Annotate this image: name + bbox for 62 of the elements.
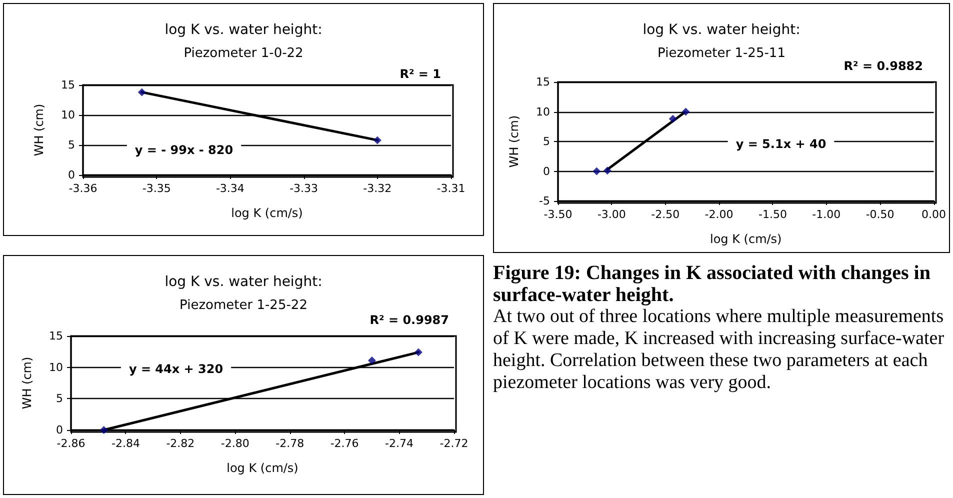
- text: Figure 19: Changes in K associated with changes in surface-water height.: [493, 262, 932, 306]
- x-tick-label: -2.84: [111, 437, 140, 450]
- y-tick-label: 15: [61, 78, 75, 92]
- annotation: y = 5.1x + 40: [736, 137, 826, 151]
- point: [668, 114, 677, 123]
- x-axis-title: log K (cm/s): [710, 232, 782, 246]
- point: [414, 348, 422, 356]
- y-tick-label: 10: [536, 105, 550, 118]
- y-tick-label: -5: [539, 194, 550, 208]
- point: [592, 167, 601, 176]
- x-axis-title: log K (cm/s): [231, 206, 303, 220]
- y-axis-title: WH (cm): [20, 356, 34, 410]
- y-tick-label: 5: [68, 138, 75, 152]
- chart-title: log K vs. water height:: [164, 22, 322, 38]
- x-tick-label: -2.74: [385, 437, 414, 450]
- y-tick-label: 15: [536, 76, 550, 88]
- y-tick-label: 15: [49, 330, 63, 342]
- y-tick-label: 5: [543, 135, 550, 148]
- point: [603, 166, 612, 175]
- y-tick-label: 10: [49, 360, 63, 374]
- annotation: y = 44x + 320: [128, 362, 224, 376]
- x-tick-label: -0.50: [866, 208, 894, 221]
- x-tick-label: -3.35: [142, 182, 171, 195]
- text: At two out of three locations where multiple measurements of K were made, K increased with increasing surface-water height. Correlation between these two parameters at each piezometer locations was very good.: [493, 306, 946, 394]
- text: R² = 1: [400, 67, 441, 81]
- x-tick-label: -3.36: [68, 182, 98, 195]
- y-axis-title: WH (cm): [32, 104, 46, 156]
- chart-title: log K vs. water height:: [642, 22, 800, 38]
- point: [368, 356, 376, 364]
- chart-subtitle: Piezometer 1-25-22: [180, 298, 308, 313]
- x-tick-label: -2.76: [330, 437, 359, 450]
- text: R² = 0.9987: [370, 313, 449, 327]
- x-tick-label: -3.34: [216, 182, 244, 195]
- text: R² = 0.9882: [844, 59, 923, 73]
- point: [100, 426, 108, 434]
- chart-subtitle: Piezometer 1-0-22: [184, 46, 304, 61]
- x-tick-label: -3.50: [544, 208, 572, 221]
- y-tick-label: 0: [543, 164, 550, 178]
- x-tick-label: -1.50: [758, 208, 787, 221]
- y-tick-label: 5: [56, 392, 63, 406]
- y-axis-title: WH (cm): [507, 115, 521, 168]
- x-tick-label: -3.31: [436, 182, 466, 195]
- x-tick-label: -2.72: [440, 437, 468, 450]
- chart-subtitle: Piezometer 1-25-11: [658, 46, 786, 61]
- x-tick-label: 0.00: [922, 208, 946, 221]
- x-tick-label: -2.00: [704, 208, 734, 221]
- x-tick-label: -3.32: [363, 182, 392, 195]
- x-tick-label: -2.86: [56, 437, 86, 450]
- y-tick-label: 0: [56, 424, 63, 436]
- x-tick-label: -2.78: [276, 437, 304, 450]
- chart-title: log K vs. water height:: [164, 274, 322, 290]
- x-tick-label: -3.00: [597, 208, 626, 221]
- x-tick-label: -2.50: [651, 208, 680, 221]
- x-tick-label: -1.00: [812, 208, 841, 221]
- point: [682, 108, 690, 116]
- x-tick-label: -2.82: [166, 437, 195, 450]
- x-tick-label: -3.33: [290, 182, 318, 195]
- x-tick-label: -2.80: [220, 437, 250, 450]
- annotation: y = - 99x - 820: [134, 143, 234, 157]
- y-tick-label: 0: [68, 168, 75, 182]
- x-axis-title: log K (cm/s): [226, 461, 298, 475]
- y-tick-label: 10: [61, 108, 75, 122]
